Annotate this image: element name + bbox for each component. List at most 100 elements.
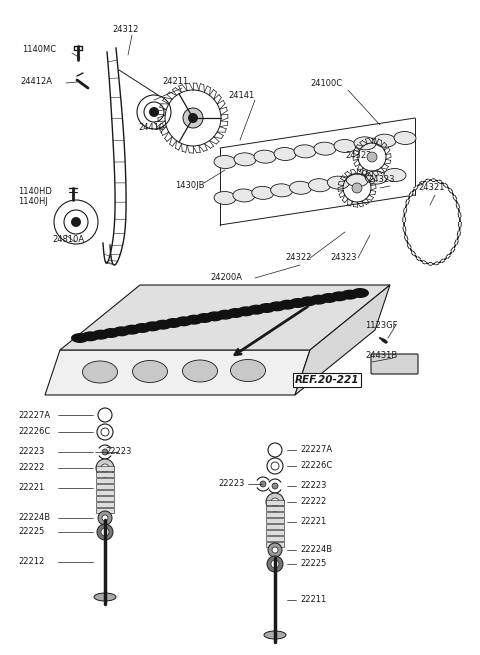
Circle shape (352, 183, 362, 193)
Text: 22222: 22222 (300, 498, 326, 506)
Circle shape (97, 524, 113, 540)
Ellipse shape (394, 132, 416, 145)
Ellipse shape (309, 179, 330, 192)
Bar (96, 490, 114, 495)
Circle shape (102, 449, 108, 455)
Text: 22227A: 22227A (18, 411, 50, 419)
Circle shape (268, 543, 282, 557)
Text: 22223: 22223 (218, 479, 244, 489)
Ellipse shape (351, 288, 369, 298)
Ellipse shape (102, 328, 120, 338)
Text: 22224B: 22224B (300, 546, 332, 555)
Ellipse shape (271, 184, 293, 197)
Ellipse shape (327, 176, 349, 189)
Bar (266, 542, 284, 547)
Text: 24412A: 24412A (20, 77, 52, 86)
Ellipse shape (83, 361, 118, 383)
Text: 24322: 24322 (345, 151, 372, 160)
Ellipse shape (334, 140, 356, 153)
Circle shape (71, 217, 81, 227)
Bar (96, 496, 114, 501)
Bar (266, 500, 284, 505)
Bar (96, 478, 114, 483)
Text: 1140HJ: 1140HJ (18, 196, 48, 206)
Text: 24431B: 24431B (365, 350, 397, 360)
Circle shape (98, 511, 112, 525)
Circle shape (260, 481, 266, 487)
Circle shape (149, 107, 159, 117)
Ellipse shape (132, 360, 168, 383)
Bar (266, 536, 284, 541)
Ellipse shape (314, 142, 336, 155)
Text: 22221: 22221 (300, 517, 326, 527)
Ellipse shape (164, 318, 182, 328)
Bar (96, 466, 114, 471)
Ellipse shape (233, 189, 255, 202)
Ellipse shape (82, 331, 99, 341)
Ellipse shape (310, 295, 327, 305)
Circle shape (267, 556, 283, 572)
Ellipse shape (154, 320, 172, 329)
Ellipse shape (299, 296, 317, 307)
Bar (96, 508, 114, 513)
Circle shape (101, 464, 109, 472)
Text: 22222: 22222 (18, 464, 44, 472)
Text: 1140MC: 1140MC (22, 45, 56, 54)
Bar (266, 506, 284, 511)
Ellipse shape (237, 307, 255, 316)
Bar (96, 502, 114, 507)
Text: 24141: 24141 (228, 90, 254, 100)
Text: 24312: 24312 (112, 26, 138, 35)
Ellipse shape (258, 303, 276, 313)
Text: 24323: 24323 (368, 176, 395, 185)
Text: 24321: 24321 (418, 183, 444, 193)
Text: 1430JB: 1430JB (175, 181, 204, 189)
Bar (96, 472, 114, 477)
Text: 22221: 22221 (18, 483, 44, 493)
Ellipse shape (274, 147, 296, 160)
Ellipse shape (289, 181, 312, 195)
Ellipse shape (175, 316, 192, 326)
Ellipse shape (216, 310, 234, 320)
Ellipse shape (354, 137, 376, 150)
Bar (266, 512, 284, 517)
Ellipse shape (294, 145, 316, 158)
Text: 22223: 22223 (300, 481, 326, 491)
Ellipse shape (278, 300, 297, 310)
Text: 24200A: 24200A (210, 274, 242, 282)
Ellipse shape (341, 290, 359, 300)
Ellipse shape (133, 323, 151, 333)
Ellipse shape (227, 308, 244, 318)
FancyBboxPatch shape (371, 354, 418, 374)
Circle shape (96, 459, 114, 477)
Circle shape (183, 108, 203, 128)
Ellipse shape (214, 191, 236, 204)
Ellipse shape (374, 134, 396, 147)
Bar (266, 524, 284, 529)
Ellipse shape (144, 322, 162, 331)
Text: 22223: 22223 (105, 447, 132, 457)
Polygon shape (60, 285, 390, 350)
Ellipse shape (234, 153, 256, 166)
Text: 24211: 24211 (162, 77, 188, 86)
Ellipse shape (247, 305, 265, 314)
Text: 24410: 24410 (138, 124, 164, 132)
Ellipse shape (71, 333, 89, 343)
Bar (96, 484, 114, 489)
Ellipse shape (123, 325, 141, 335)
Ellipse shape (330, 291, 348, 301)
Circle shape (188, 113, 198, 123)
Circle shape (272, 483, 278, 489)
Ellipse shape (289, 298, 307, 308)
Text: 22226C: 22226C (18, 428, 50, 436)
Circle shape (102, 515, 108, 521)
Ellipse shape (346, 174, 368, 187)
Text: 1140HD: 1140HD (18, 187, 52, 196)
Ellipse shape (365, 171, 387, 184)
Text: 24323: 24323 (330, 253, 357, 263)
Ellipse shape (214, 155, 236, 168)
Ellipse shape (264, 631, 286, 639)
Circle shape (271, 498, 279, 506)
Ellipse shape (182, 360, 217, 382)
Ellipse shape (206, 311, 224, 322)
